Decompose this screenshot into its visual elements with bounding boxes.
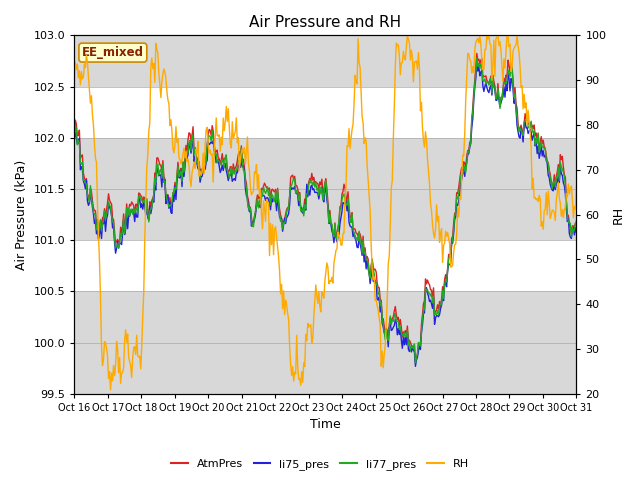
li75_pres [309,187,317,192]
li77_pres [312,180,319,186]
RH [371,274,378,280]
AtmPres [484,79,492,84]
Line: AtmPres: AtmPres [74,53,577,362]
li77_pres [369,265,377,271]
Line: RH: RH [74,36,577,390]
RH [343,143,351,149]
Line: li75_pres: li75_pres [74,65,577,366]
li75_pres [412,363,419,369]
li77_pres [309,182,317,188]
Text: EE_mixed: EE_mixed [82,46,144,59]
Y-axis label: RH: RH [612,205,625,224]
li77_pres [484,79,492,84]
AtmPres [312,179,319,185]
RH [107,387,115,393]
Y-axis label: Air Pressure (kPa): Air Pressure (kPa) [15,159,28,270]
li77_pres [563,199,570,205]
li75_pres [563,206,570,212]
li77_pres [70,137,78,143]
li77_pres [412,360,419,366]
li75_pres [369,278,377,284]
li77_pres [573,217,580,223]
li75_pres [484,88,492,94]
li75_pres [342,198,350,204]
li75_pres [70,138,78,144]
AtmPres [573,220,580,226]
AtmPres [563,198,570,204]
li77_pres [473,55,481,60]
RH [573,183,580,189]
Line: li77_pres: li77_pres [74,58,577,363]
RH [484,36,492,42]
Bar [74,240,577,291]
li75_pres [473,62,481,68]
AtmPres [70,130,78,135]
Title: Air Pressure and RH: Air Pressure and RH [250,15,401,30]
AtmPres [309,177,317,183]
li75_pres [573,230,580,236]
AtmPres [342,195,350,201]
RH [563,191,570,196]
AtmPres [473,50,481,56]
RH [313,293,321,299]
li75_pres [312,189,319,195]
AtmPres [412,359,419,365]
X-axis label: Time: Time [310,419,340,432]
Legend: AtmPres, li75_pres, li77_pres, RH: AtmPres, li75_pres, li77_pres, RH [166,455,474,474]
AtmPres [369,264,377,270]
Bar [74,86,577,138]
RH [404,33,412,38]
RH [70,79,78,85]
li77_pres [342,202,350,207]
RH [310,314,317,320]
